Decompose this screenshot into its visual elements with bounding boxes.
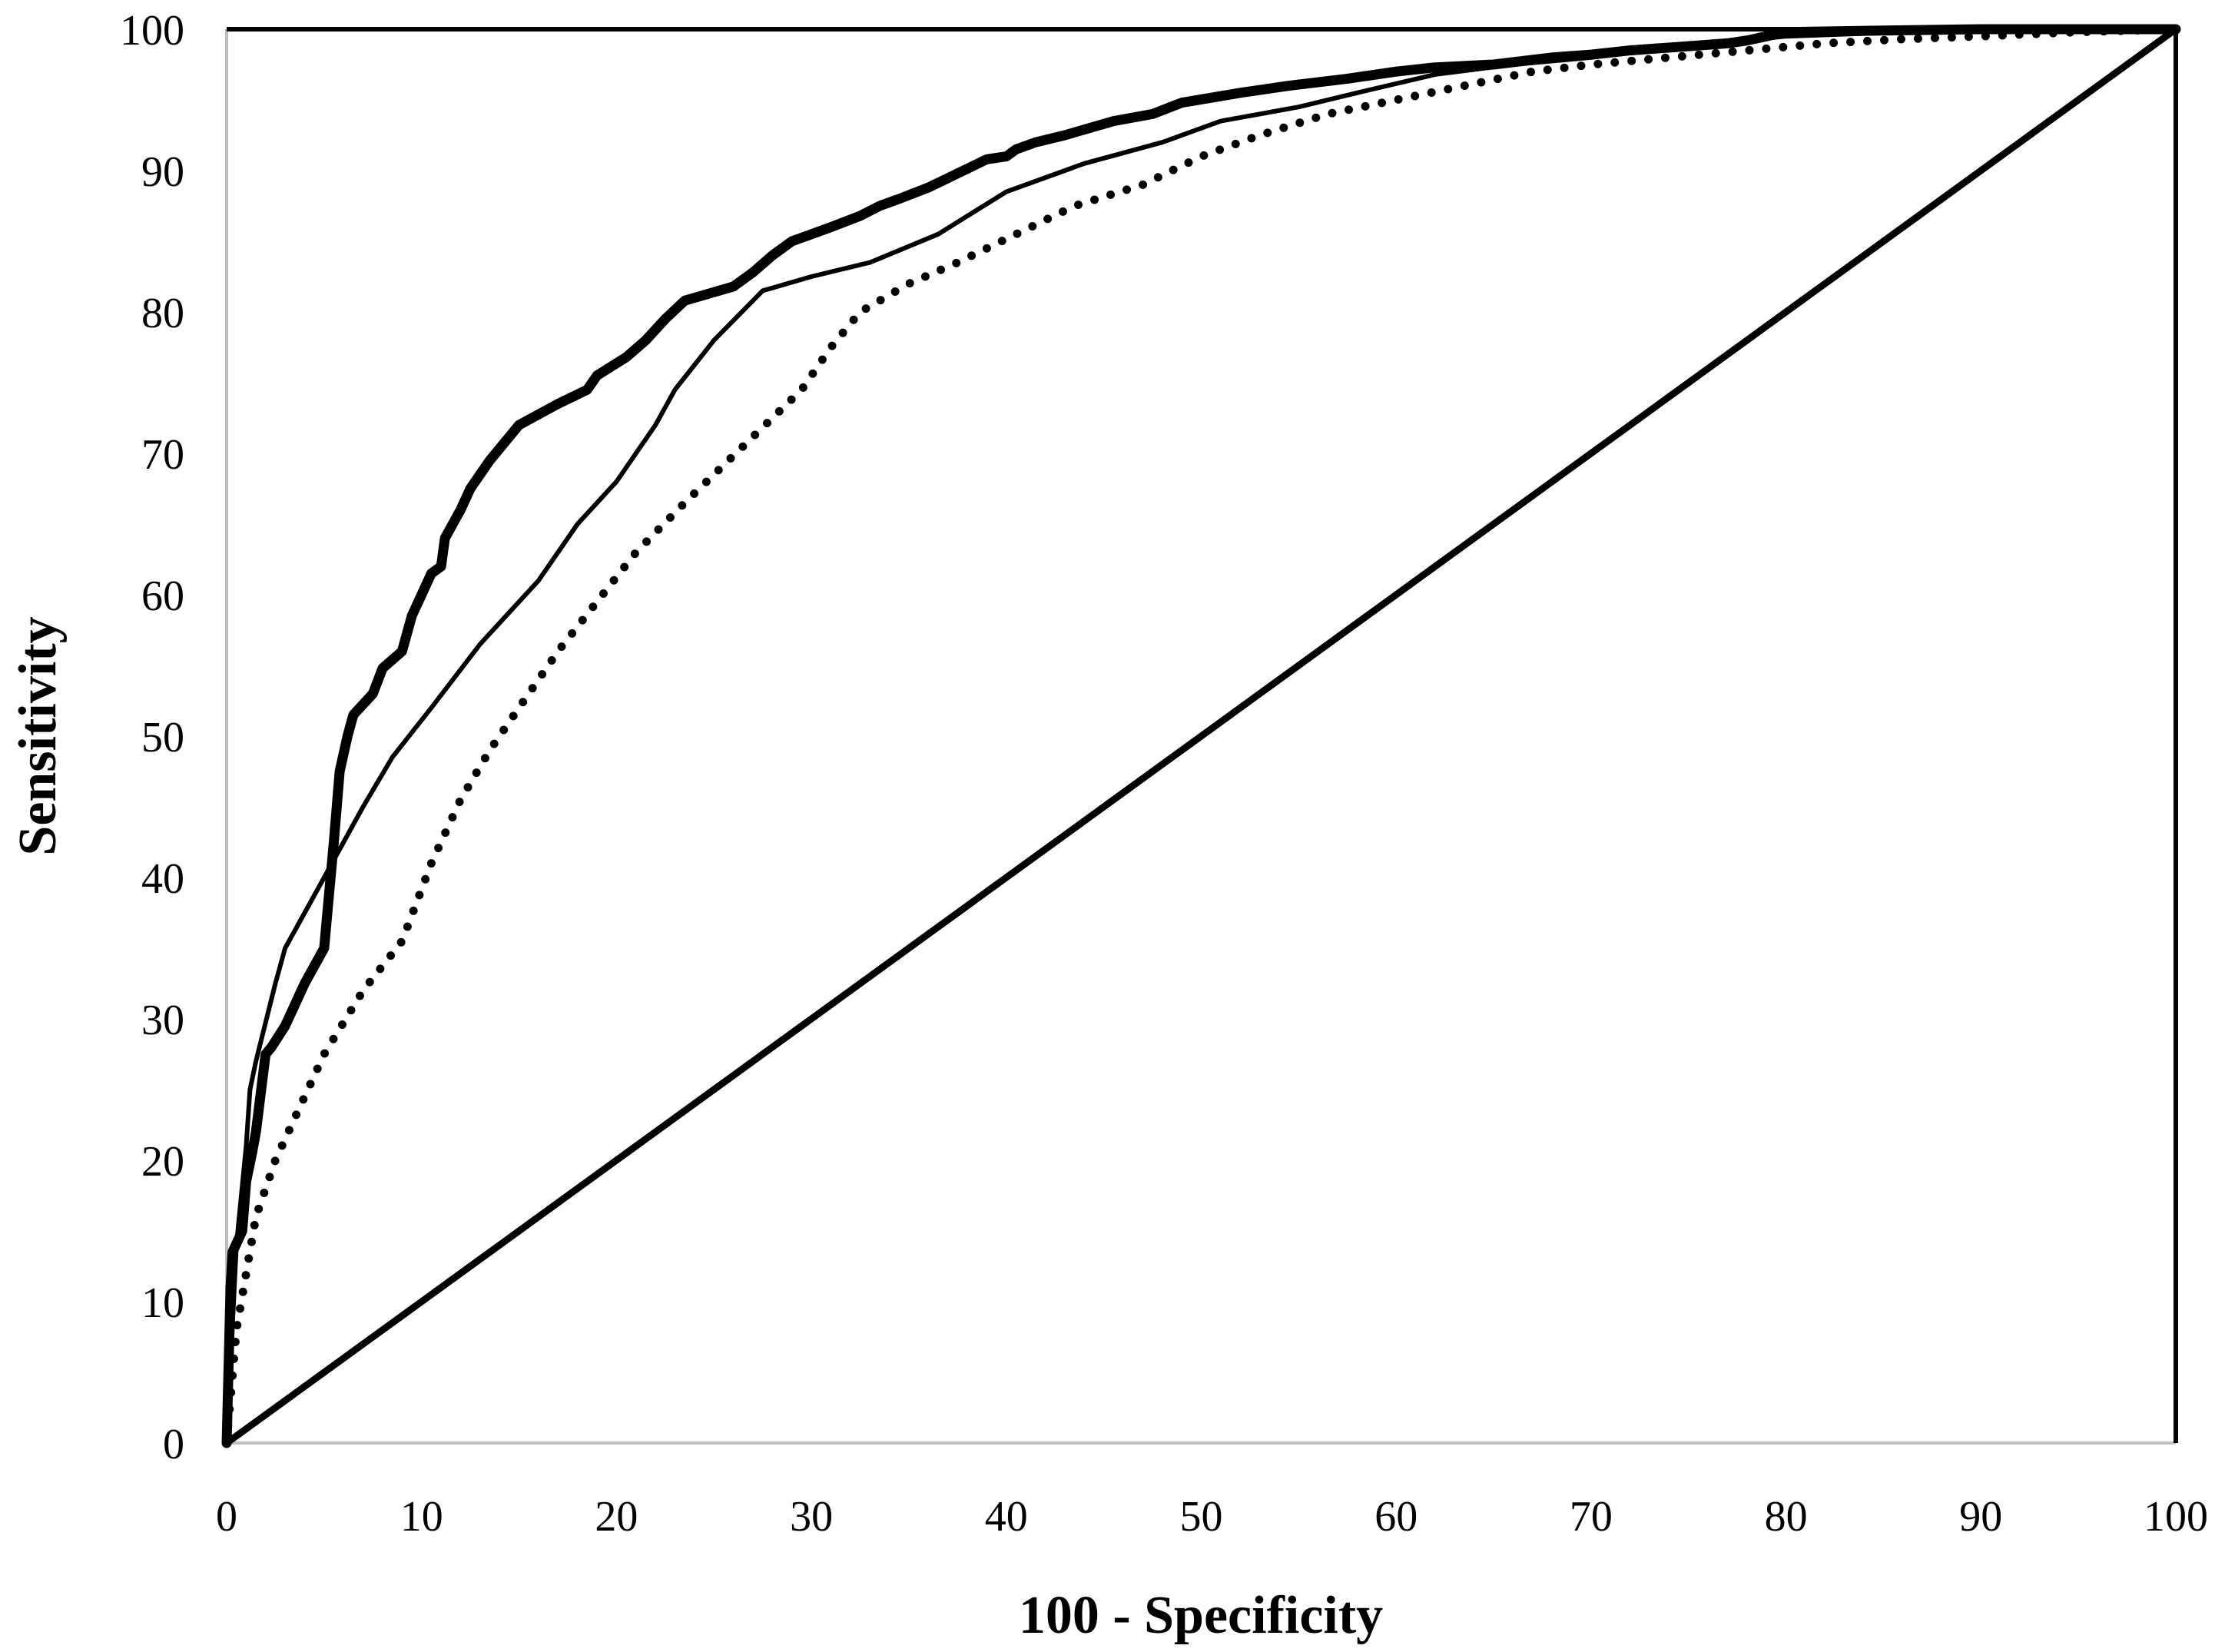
y-tick-label: 20 [141, 1138, 184, 1186]
x-tick-label: 20 [595, 1493, 638, 1541]
y-tick-label: 60 [141, 572, 184, 620]
plot-frame [225, 27, 2178, 1445]
x-tick-label: 30 [790, 1493, 833, 1541]
x-tick-labels: 0 10 20 30 40 50 60 70 80 90 100 [216, 1493, 2208, 1541]
x-tick-label: 80 [1765, 1493, 1808, 1541]
y-tick-label: 30 [141, 997, 184, 1044]
series-line-thick-solid [221, 24, 2181, 1448]
y-tick-labels: 0 10 20 30 40 50 60 70 80 90 100 [120, 7, 184, 1468]
y-axis-title: Sensitivity [8, 616, 68, 855]
y-tick-label: 70 [141, 431, 184, 479]
x-tick-label: 10 [400, 1493, 443, 1541]
x-tick-label: 50 [1180, 1493, 1223, 1541]
x-tick-label: 60 [1374, 1493, 1418, 1541]
x-tick-label: 0 [216, 1493, 237, 1541]
x-axis-title: 100 - Specificity [1019, 1586, 1383, 1645]
y-tick-label: 0 [163, 1421, 184, 1468]
y-tick-label: 90 [141, 148, 184, 196]
series-line-thin-solid [224, 27, 2178, 1445]
x-tick-label: 40 [985, 1493, 1028, 1541]
y-tick-label: 80 [141, 290, 184, 337]
x-tick-label: 90 [1959, 1493, 2002, 1541]
y-tick-label: 10 [141, 1279, 184, 1327]
y-tick-label: 50 [141, 714, 184, 761]
y-tick-label: 40 [141, 855, 184, 903]
x-tick-label: 70 [1570, 1493, 1613, 1541]
series-layer [221, 24, 2181, 1448]
series-line-solid [223, 25, 2180, 1447]
x-tick-label: 100 [2144, 1493, 2208, 1541]
series-line-dotted [222, 25, 2180, 1448]
y-tick-label: 100 [120, 7, 184, 55]
